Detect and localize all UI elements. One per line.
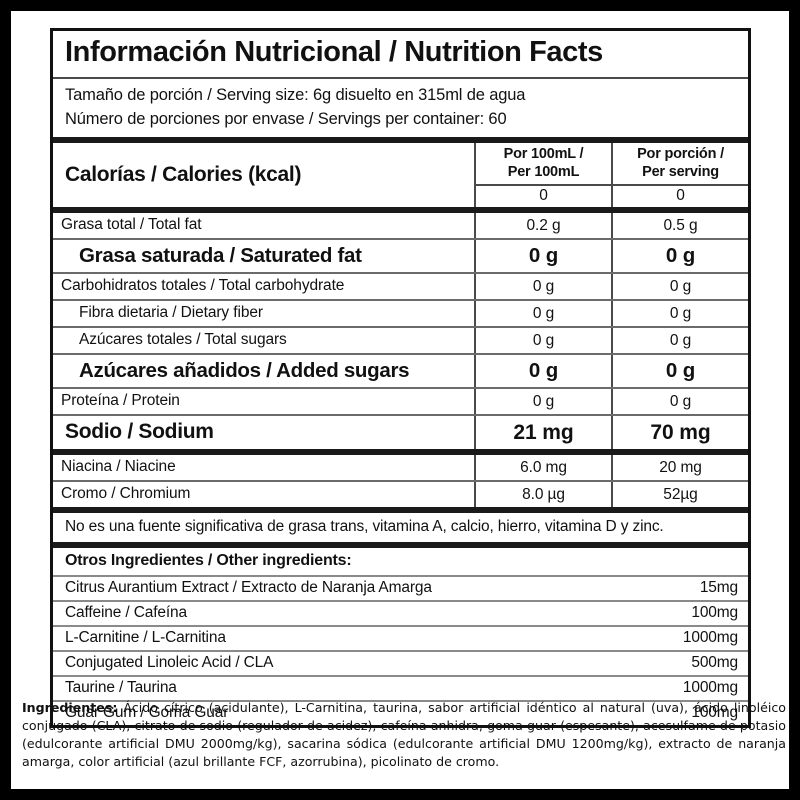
column-header-per-serving-line1: Por porción / bbox=[637, 146, 724, 163]
other-ingredient-row: L-Carnitine / L-Carnitina 1000mg bbox=[53, 625, 748, 650]
nutrient-name: Azúcares añadidos / Added sugars bbox=[79, 359, 410, 383]
other-ingredient-amount: 500mg bbox=[691, 654, 738, 672]
title-divider bbox=[53, 77, 748, 80]
nutrient-value-per-100ml: 0 g bbox=[474, 240, 611, 273]
ingredients-heading: Ingredientes: bbox=[22, 700, 118, 715]
column-header-per-100ml-line1: Por 100mL / bbox=[503, 146, 584, 163]
nutrient-value-per-serving: 0 g bbox=[611, 389, 748, 415]
other-ingredient-row: Citrus Aurantium Extract / Extracto de N… bbox=[53, 575, 748, 600]
other-ingredient-rows: Citrus Aurantium Extract / Extracto de N… bbox=[53, 575, 748, 725]
other-ingredient-amount: 1000mg bbox=[682, 629, 738, 647]
footnote-top-divider bbox=[53, 507, 748, 514]
nutrient-value-per-serving: 0.5 g bbox=[611, 213, 748, 239]
calories-section-divider bbox=[53, 207, 748, 214]
nutrient-value-per-serving: 0 g bbox=[611, 240, 748, 273]
nutrient-value-per-100ml: 0 g bbox=[474, 355, 611, 388]
micronutrient-value-per-100ml: 6.0 mg bbox=[474, 455, 611, 481]
other-ingredient-row: Taurine / Taurina 1000mg bbox=[53, 675, 748, 700]
other-ingredient-amount: 1000mg bbox=[682, 679, 738, 697]
other-ingredient-row: Guar Gum / Goma Guar 100mg bbox=[53, 700, 748, 725]
calories-values: 0 0 bbox=[474, 184, 748, 208]
micronutrient-value-per-serving: 52µg bbox=[611, 482, 748, 508]
calories-label: Calorías / Calories (kcal) bbox=[65, 163, 302, 187]
nutrient-name: Grasa saturada / Saturated fat bbox=[79, 244, 362, 268]
nutrition-facts-panel: Información Nutricional / Nutrition Fact… bbox=[50, 28, 751, 729]
micronutrient-value-per-100ml: 8.0 µg bbox=[474, 482, 611, 508]
nutrient-row: Sodio / Sodium 21 mg 70 mg bbox=[53, 414, 748, 450]
column-header-per-100ml: Por 100mL / Per 100mL bbox=[474, 143, 611, 185]
calories-columns: Por 100mL / Per 100mL Por porción / Per … bbox=[474, 143, 748, 208]
nutrient-rows: Grasa total / Total fat 0.2 g 0.5 g Grasa s… bbox=[53, 213, 748, 450]
micronutrient-value-per-serving: 20 mg bbox=[611, 455, 748, 481]
other-ingredient-row: Caffeine / Cafeína 100mg bbox=[53, 600, 748, 625]
footnote-text: No es una fuente significativa de grasa … bbox=[65, 518, 664, 536]
other-ingredient-amount: 15mg bbox=[699, 579, 738, 597]
micronutrient-name: Niacina / Niacine bbox=[61, 457, 176, 475]
nutrient-value-per-serving: 0 g bbox=[611, 274, 748, 300]
footnote-bottom-divider bbox=[53, 542, 748, 549]
other-ingredient-name: Guar Gum / Goma Guar bbox=[65, 704, 229, 722]
nutrient-value-per-serving: 70 mg bbox=[611, 416, 748, 450]
nutrient-value-per-100ml: 0 g bbox=[474, 389, 611, 415]
nutrient-value-per-serving: 0 g bbox=[611, 355, 748, 388]
micronutrient-section-divider bbox=[53, 449, 748, 456]
servings-per-container-text: Número de porciones por envase / Serving… bbox=[65, 109, 507, 128]
nutrient-row: Grasa total / Total fat 0.2 g 0.5 g bbox=[53, 213, 748, 239]
serving-section-divider bbox=[53, 137, 748, 144]
other-ingredient-name: Taurine / Taurina bbox=[65, 679, 177, 697]
nutrient-value-per-100ml: 21 mg bbox=[474, 416, 611, 450]
column-header-per-serving-line2: Per serving bbox=[642, 163, 719, 180]
micronutrient-name: Cromo / Chromium bbox=[61, 484, 191, 502]
nutrient-name: Grasa total / Total fat bbox=[61, 215, 202, 233]
nutrient-value-per-serving: 0 g bbox=[611, 301, 748, 327]
micronutrient-row: Cromo / Chromium 8.0 µg 52µg bbox=[53, 480, 748, 508]
other-ingredient-amount: 100mg bbox=[691, 604, 738, 622]
ingredients-body: Ácido cítrico (acidulante), L-Carnitina,… bbox=[22, 700, 786, 769]
other-ingredient-name: L-Carnitine / L-Carnitina bbox=[65, 629, 226, 647]
column-header-per-serving: Por porción / Per serving bbox=[611, 143, 748, 185]
nutrient-value-per-100ml: 0.2 g bbox=[474, 213, 611, 239]
nutrient-value-per-100ml: 0 g bbox=[474, 328, 611, 354]
other-ingredient-amount: 100mg bbox=[691, 704, 738, 722]
nutrient-name: Sodio / Sodium bbox=[65, 420, 214, 444]
nutrient-row: Carbohidratos totales / Total carbohydra… bbox=[53, 272, 748, 300]
calories-per-serving: 0 bbox=[611, 186, 748, 208]
serving-info-block: Tamaño de porción / Serving size: 6g dis… bbox=[53, 79, 748, 137]
page-title: Información Nutricional / Nutrition Fact… bbox=[65, 36, 603, 68]
column-header-per-100ml-line2: Per 100mL bbox=[507, 163, 580, 180]
nutrient-name: Carbohidratos totales / Total carbohydra… bbox=[61, 276, 345, 294]
calories-block: Calorías / Calories (kcal) Por 100mL / P… bbox=[53, 143, 748, 208]
nutrient-value-per-serving: 0 g bbox=[611, 328, 748, 354]
nutrient-name: Proteína / Protein bbox=[61, 391, 180, 409]
ingredients-paragraph: Ingredientes: Ácido cítrico (acidulante)… bbox=[22, 699, 788, 771]
nutrient-value-per-100ml: 0 g bbox=[474, 274, 611, 300]
nutrient-name: Fibra dietaria / Dietary fiber bbox=[79, 303, 263, 321]
serving-size-text: Tamaño de porción / Serving size: 6g dis… bbox=[65, 86, 526, 105]
micronutrient-row: Niacina / Niacine 6.0 mg 20 mg bbox=[53, 455, 748, 481]
other-ingredient-row: Conjugated Linoleic Acid / CLA 500mg bbox=[53, 650, 748, 675]
other-ingredients-heading: Otros Ingredientes / Other ingredients: bbox=[65, 552, 352, 570]
other-ingredient-name: Citrus Aurantium Extract / Extracto de N… bbox=[65, 579, 432, 597]
label-inner-surface: Información Nutricional / Nutrition Fact… bbox=[11, 11, 789, 789]
nutrient-value-per-100ml: 0 g bbox=[474, 301, 611, 327]
other-ingredient-name: Conjugated Linoleic Acid / CLA bbox=[65, 654, 274, 672]
other-ingredient-name: Caffeine / Cafeína bbox=[65, 604, 187, 622]
column-headers: Por 100mL / Per 100mL Por porción / Per … bbox=[474, 143, 748, 185]
calories-per-100ml: 0 bbox=[474, 186, 611, 208]
nutrient-name: Azúcares totales / Total sugars bbox=[79, 330, 287, 348]
micronutrient-rows: Niacina / Niacine 6.0 mg 20 mg Cromo / Chro… bbox=[53, 455, 748, 508]
